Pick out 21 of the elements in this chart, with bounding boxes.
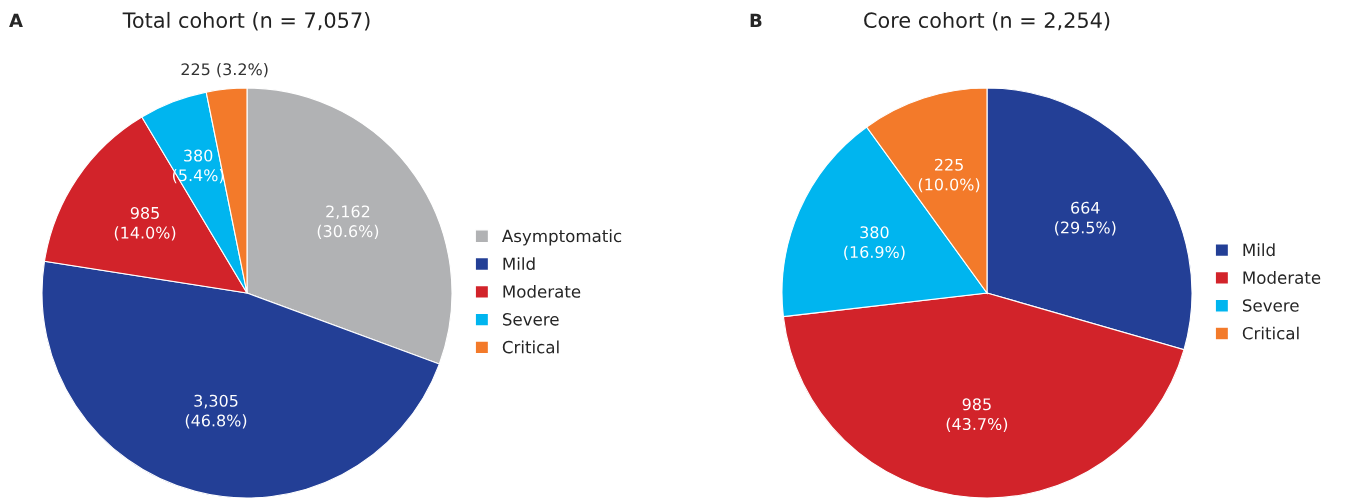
text: A [9, 13, 23, 27]
data-label: 2,162 (30.6%) [317, 205, 379, 240]
data-label: 225 (3.2%) [181, 62, 268, 78]
legend-label: Critical [1242, 326, 1299, 340]
legend-label: Mild [1243, 243, 1275, 257]
legend-label: Moderate [1243, 271, 1321, 284]
data-label: 985 (43.7%) [946, 398, 1008, 432]
legend-label: Mild [503, 257, 535, 271]
legend-label: Asymptomatic [502, 229, 622, 246]
data-label: 3,305 (46.8%) [185, 394, 247, 429]
data-label: 225 (10.0%) [918, 158, 980, 193]
data-label: 380 (16.9%) [844, 226, 905, 260]
data-label: 664 (29.5%) [1055, 201, 1116, 236]
legend-label: Critical [502, 340, 559, 354]
legend-label: Moderate [503, 284, 581, 298]
chart-title: Total cohort (n = 7,057) [122, 11, 370, 31]
data-label: 985 (14.0%) [114, 206, 176, 241]
chart-title: Core cohort (n = 2,254) [864, 11, 1110, 31]
text: B [750, 13, 762, 27]
legend-label: Severe [1242, 299, 1299, 312]
legend-label: Severe [502, 313, 559, 326]
